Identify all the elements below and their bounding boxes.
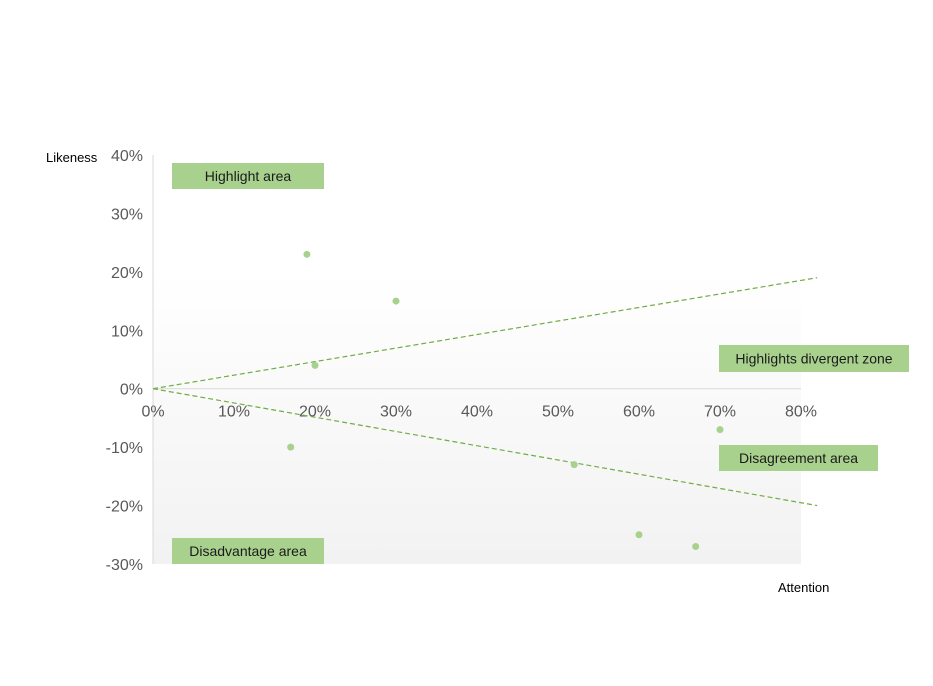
data-point — [570, 461, 578, 469]
data-point — [635, 531, 643, 539]
upper-reference-line — [152, 277, 818, 390]
x-tick-label: 40% — [461, 404, 493, 421]
plot-area — [153, 271, 801, 564]
x-tick-label: 80% — [785, 404, 817, 421]
y-axis-title: Likeness — [46, 150, 98, 165]
zone-box — [719, 445, 878, 471]
zone-label: Disadvantage area — [189, 543, 307, 559]
x-tick-label: 60% — [623, 404, 655, 421]
zone-label: Disagreement area — [739, 450, 858, 466]
y-tick-label: 30% — [111, 206, 143, 223]
zone-box — [719, 345, 909, 372]
y-tick-label: -20% — [106, 499, 143, 516]
y-tick-label: -30% — [106, 557, 143, 574]
y-tick-label: 20% — [111, 265, 143, 282]
y-tick-label: -10% — [106, 440, 143, 457]
x-tick-label: 30% — [380, 404, 412, 421]
x-tick-label: 70% — [704, 404, 736, 421]
zone-box — [172, 538, 324, 564]
data-point — [692, 542, 700, 550]
y-tick-label: 40% — [111, 148, 143, 165]
zone-label: Highlights divergent zone — [735, 351, 892, 367]
x-tick-label: 0% — [141, 404, 164, 421]
zone-box — [172, 163, 324, 189]
x-tick-label: 20% — [299, 404, 331, 421]
x-axis-title: Attention — [778, 580, 829, 595]
data-point — [716, 426, 724, 434]
data-point — [287, 443, 295, 451]
zone-label: Highlight area — [205, 168, 292, 184]
zone-disagreement-area: Disagreement area — [719, 445, 878, 471]
zone-disadvantage-area: Disadvantage area — [172, 538, 324, 564]
zone-highlights-divergent: Highlights divergent zone — [719, 345, 909, 372]
data-point — [392, 297, 400, 305]
data-point — [311, 361, 319, 369]
x-tick-label: 50% — [542, 404, 574, 421]
zone-highlight-area: Highlight area — [172, 163, 324, 189]
y-tick-label: 0% — [120, 382, 143, 399]
data-point — [303, 250, 311, 258]
lower-reference-line — [152, 388, 818, 507]
y-tick-label: 10% — [111, 323, 143, 340]
x-tick-label: 10% — [218, 404, 250, 421]
